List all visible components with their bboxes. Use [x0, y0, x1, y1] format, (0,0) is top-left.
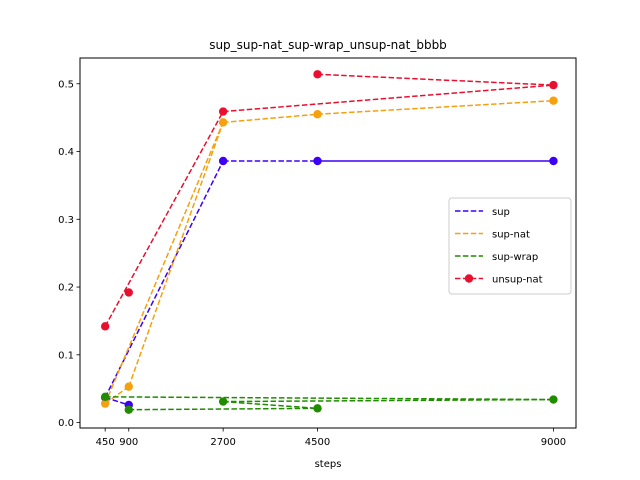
data-point — [549, 395, 558, 404]
x-axis: 450 900 2700 4500 9000 — [96, 428, 566, 448]
series-line-segment — [105, 396, 554, 401]
data-point — [218, 397, 228, 406]
data-point — [124, 405, 133, 414]
x-tick-label: 900 — [119, 437, 138, 448]
data-point — [549, 80, 558, 90]
legend-label: sup-wrap — [492, 252, 538, 263]
data-point — [218, 107, 228, 116]
x-tick-label: 9000 — [541, 437, 566, 448]
data-point — [549, 156, 558, 166]
y-tick-label: 0.4 — [58, 147, 74, 158]
legend-box — [448, 197, 572, 295]
legend-item-sup-wrap: sup-wrap — [455, 252, 538, 263]
series-sup-wrap — [100, 392, 558, 414]
data-point — [313, 156, 322, 166]
legend-marker-swatch — [464, 274, 474, 283]
data-point — [313, 70, 322, 79]
series-line-segment — [104, 122, 224, 404]
x-tick-label: 2700 — [210, 437, 235, 448]
legend-label: sup — [492, 207, 510, 218]
series-line-segment — [104, 111, 224, 327]
plot-frame — [79, 57, 577, 429]
data-point — [124, 382, 133, 391]
data-point — [218, 156, 228, 166]
legend-label: sup-nat — [492, 230, 530, 241]
y-tick-label: 0.2 — [58, 283, 74, 294]
data-point — [100, 322, 110, 331]
data-point — [124, 288, 133, 297]
y-axis: 0.0 0.1 0.2 0.3 0.4 0.5 — [58, 79, 80, 429]
chart-title: sup_sup-nat_sup-wrap_unsup-nat_bbbb — [209, 38, 447, 52]
legend-item-sup: sup — [455, 207, 510, 218]
legend-label: unsup-nat — [492, 275, 543, 286]
data-point — [100, 392, 110, 402]
x-tick-label: 4500 — [305, 437, 330, 448]
legend-item-unsup-nat: unsup-nat — [455, 274, 543, 286]
y-tick-label: 0.1 — [58, 350, 74, 361]
series-line-segment — [104, 386, 130, 405]
data-point — [313, 404, 322, 413]
series-line-segment — [128, 122, 224, 387]
y-tick-label: 0.3 — [58, 215, 74, 226]
y-tick-label: 0.0 — [58, 418, 74, 429]
data-point — [549, 96, 558, 105]
y-tick-label: 0.5 — [58, 79, 74, 90]
series-sup-nat — [100, 96, 558, 408]
legend-item-sup-nat: sup-nat — [455, 230, 530, 241]
series-unsup-nat — [100, 70, 558, 331]
x-axis-label: steps — [315, 459, 342, 470]
series-layer — [100, 70, 558, 414]
x-tick-label: 450 — [96, 437, 115, 448]
legend: sup sup-nat sup-wrap unsup-nat — [448, 197, 572, 295]
data-point — [313, 110, 322, 119]
data-point — [100, 399, 110, 408]
data-point — [218, 118, 228, 127]
